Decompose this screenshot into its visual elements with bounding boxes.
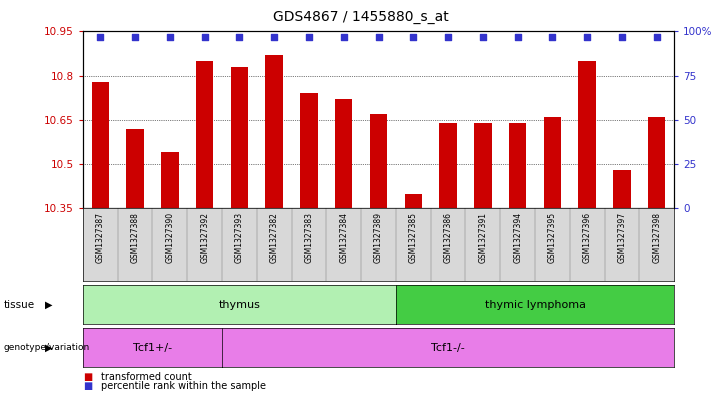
Point: [129, 33, 141, 40]
Text: GSM1327383: GSM1327383: [304, 212, 314, 263]
Bar: [92, 81, 109, 208]
Text: GSM1327394: GSM1327394: [513, 212, 522, 263]
Point: [477, 33, 489, 40]
Text: GSM1327393: GSM1327393: [235, 212, 244, 263]
Text: GSM1327386: GSM1327386: [443, 212, 453, 263]
Point: [512, 33, 523, 40]
Bar: [614, 170, 631, 208]
Text: GDS4867 / 1455880_s_at: GDS4867 / 1455880_s_at: [273, 10, 448, 24]
Point: [199, 33, 211, 40]
Text: tissue: tissue: [4, 299, 35, 310]
Bar: [300, 93, 318, 208]
Bar: [335, 99, 353, 208]
Text: GSM1327385: GSM1327385: [409, 212, 417, 263]
Bar: [265, 55, 283, 208]
Point: [651, 33, 663, 40]
Text: genotype/variation: genotype/variation: [4, 343, 90, 352]
Text: transformed count: transformed count: [101, 372, 192, 382]
Point: [407, 33, 419, 40]
Text: Tcf1+/-: Tcf1+/-: [133, 343, 172, 353]
Point: [373, 33, 384, 40]
Text: percentile rank within the sample: percentile rank within the sample: [101, 381, 266, 391]
Text: thymus: thymus: [218, 299, 260, 310]
Bar: [439, 123, 457, 208]
Point: [164, 33, 176, 40]
Text: GSM1327387: GSM1327387: [96, 212, 105, 263]
Point: [547, 33, 558, 40]
Bar: [162, 152, 179, 208]
Text: GSM1327397: GSM1327397: [617, 212, 627, 263]
Text: ■: ■: [83, 381, 92, 391]
Bar: [126, 129, 143, 208]
Text: ▶: ▶: [45, 343, 53, 353]
Text: GSM1327391: GSM1327391: [478, 212, 487, 263]
Bar: [578, 61, 596, 208]
Point: [616, 33, 628, 40]
Bar: [509, 123, 526, 208]
Text: GSM1327382: GSM1327382: [270, 212, 279, 263]
Point: [338, 33, 350, 40]
Bar: [404, 193, 422, 208]
Text: GSM1327389: GSM1327389: [374, 212, 383, 263]
Text: GSM1327388: GSM1327388: [131, 212, 140, 263]
Point: [94, 33, 106, 40]
Text: ▶: ▶: [45, 299, 53, 310]
Text: GSM1327395: GSM1327395: [548, 212, 557, 263]
Bar: [231, 67, 248, 208]
Text: GSM1327390: GSM1327390: [165, 212, 174, 263]
Bar: [370, 114, 387, 208]
Text: Tcf1-/-: Tcf1-/-: [431, 343, 465, 353]
Text: GSM1327392: GSM1327392: [200, 212, 209, 263]
Text: thymic lymphoma: thymic lymphoma: [485, 299, 585, 310]
Point: [234, 33, 245, 40]
Point: [268, 33, 280, 40]
Point: [581, 33, 593, 40]
Text: GSM1327398: GSM1327398: [653, 212, 661, 263]
Bar: [544, 117, 561, 208]
Text: GSM1327396: GSM1327396: [583, 212, 592, 263]
Point: [442, 33, 454, 40]
Text: GSM1327384: GSM1327384: [340, 212, 348, 263]
Text: ■: ■: [83, 372, 92, 382]
Point: [304, 33, 315, 40]
Bar: [474, 123, 492, 208]
Bar: [648, 117, 665, 208]
Bar: [196, 61, 213, 208]
